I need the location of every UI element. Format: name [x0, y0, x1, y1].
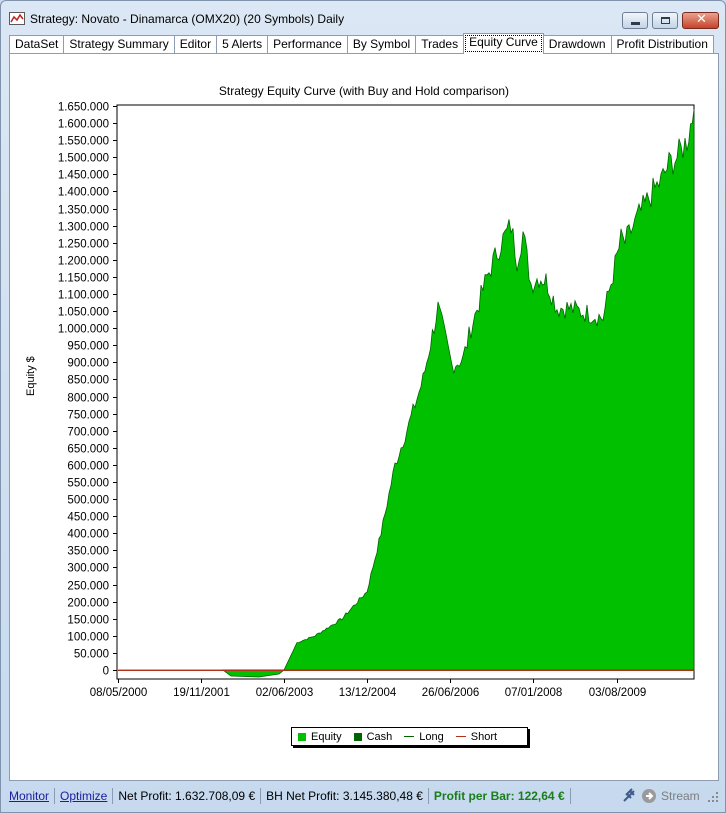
tab-dataset[interactable]: DataSet [9, 35, 65, 54]
chart-legend: Equity Cash Long Short [291, 727, 528, 746]
tab-strip: DataSet Strategy Summary Editor 5 Alerts… [9, 33, 714, 54]
connect-plug-icon[interactable] [621, 788, 637, 804]
y-tick-label: 1.050.000 [58, 307, 109, 319]
y-tick-label: 950.000 [67, 341, 109, 353]
close-icon: ✕ [696, 12, 707, 27]
resize-grip-icon[interactable] [707, 791, 719, 803]
status-divider [260, 788, 262, 804]
cash-swatch [353, 732, 362, 741]
y-tick-label: 1.500.000 [58, 153, 109, 165]
status-divider [427, 788, 429, 804]
net-profit-text: Net Profit: 1.632.708,09 € [118, 789, 256, 803]
legend-equity: Equity [298, 731, 342, 743]
tab-editor[interactable]: Editor [173, 35, 218, 54]
monitor-link[interactable]: Monitor [9, 789, 50, 803]
status-divider [54, 788, 56, 804]
y-tick-label: 0 [103, 666, 109, 678]
minimize-button[interactable] [622, 12, 648, 29]
tab-profit-distribution[interactable]: Profit Distribution [610, 35, 714, 54]
close-button[interactable]: ✕ [682, 12, 719, 29]
minimize-icon [631, 22, 640, 25]
y-tick-label: 850.000 [67, 375, 109, 387]
y-tick-label: 1.450.000 [58, 170, 109, 182]
y-axis-label: Equity $ [25, 356, 37, 396]
y-tick-label: 550.000 [67, 478, 109, 490]
stream-icon[interactable] [641, 788, 657, 804]
y-tick-label: 1.250.000 [58, 239, 109, 251]
y-tick-label: 900.000 [67, 358, 109, 370]
y-tick-label: 750.000 [67, 410, 109, 422]
legend-cash: Cash [353, 730, 393, 743]
y-tick-label: 1.000.000 [58, 324, 109, 336]
y-tick-label: 1.150.000 [58, 273, 109, 285]
long-line-swatch [404, 736, 415, 737]
x-tick-label: 26/06/2006 [422, 687, 480, 699]
tab-by-symbol[interactable]: By Symbol [346, 35, 417, 54]
tab-performance[interactable]: Performance [267, 35, 348, 54]
x-tick-label: 02/06/2003 [256, 687, 314, 699]
legend-short: Short [455, 730, 498, 743]
y-tick-label: 1.200.000 [58, 256, 109, 268]
optimize-link[interactable]: Optimize [60, 789, 108, 803]
legend-cash-label: Cash [366, 730, 393, 743]
tab-equity-curve[interactable]: Equity Curve [463, 33, 544, 54]
short-line-swatch [455, 736, 466, 737]
y-tick-label: 1.400.000 [58, 187, 109, 199]
y-tick-label: 1.300.000 [58, 222, 109, 234]
y-tick-label: 1.650.000 [58, 102, 109, 114]
y-tick-label: 1.600.000 [58, 119, 109, 131]
y-tick-label: 300.000 [67, 563, 109, 575]
y-tick-label: 450.000 [67, 512, 109, 524]
x-tick-label: 13/12/2004 [339, 687, 397, 699]
tab-alerts[interactable]: 5 Alerts [216, 35, 269, 54]
x-tick-label: 07/01/2008 [505, 687, 563, 699]
x-tick-label: 03/08/2009 [589, 687, 647, 699]
y-tick-label: 800.000 [67, 393, 109, 405]
y-tick-label: 150.000 [67, 615, 109, 627]
y-tick-label: 100.000 [67, 632, 109, 644]
legend-equity-label: Equity [311, 730, 342, 743]
status-right: Stream [621, 785, 700, 807]
y-tick-label: 250.000 [67, 581, 109, 593]
y-tick-label: 1.550.000 [58, 136, 109, 148]
tab-strategy-summary[interactable]: Strategy Summary [63, 35, 175, 54]
y-tick-label: 500.000 [67, 495, 109, 507]
status-divider [569, 788, 571, 804]
y-tick-label: 400.000 [67, 529, 109, 541]
profit-per-bar-text: Profit per Bar: 122,64 € [433, 789, 565, 803]
legend-short-label: Short [470, 730, 498, 743]
y-tick-label: 50.000 [74, 649, 109, 661]
y-tick-label: 1.100.000 [58, 290, 109, 302]
chart-app-icon [9, 12, 25, 25]
y-tick-label: 600.000 [67, 461, 109, 473]
y-tick-label: 700.000 [67, 427, 109, 439]
x-tick-label: 08/05/2000 [90, 687, 148, 699]
legend-long: Long [404, 730, 444, 743]
x-tick-label: 19/11/2001 [173, 687, 230, 699]
y-tick-label: 650.000 [67, 444, 109, 456]
stream-label[interactable]: Stream [661, 789, 700, 803]
y-tick-label: 1.350.000 [58, 205, 109, 217]
status-bar: Monitor Optimize Net Profit: 1.632.708,0… [1, 785, 725, 807]
status-divider [112, 788, 114, 804]
window-title: Strategy: Novato - Dinamarca (OMX20) (20… [30, 12, 345, 26]
maximize-icon [661, 17, 670, 24]
y-tick-label: 200.000 [67, 598, 109, 610]
y-tick-label: 350.000 [67, 546, 109, 558]
title-bar[interactable]: Strategy: Novato - Dinamarca (OMX20) (20… [1, 1, 725, 33]
maximize-button[interactable] [652, 12, 678, 29]
legend-long-label: Long [419, 730, 444, 743]
bh-net-profit-text: BH Net Profit: 3.145.380,48 € [266, 789, 423, 803]
tab-drawdown[interactable]: Drawdown [542, 35, 612, 54]
equity-swatch [298, 732, 306, 741]
